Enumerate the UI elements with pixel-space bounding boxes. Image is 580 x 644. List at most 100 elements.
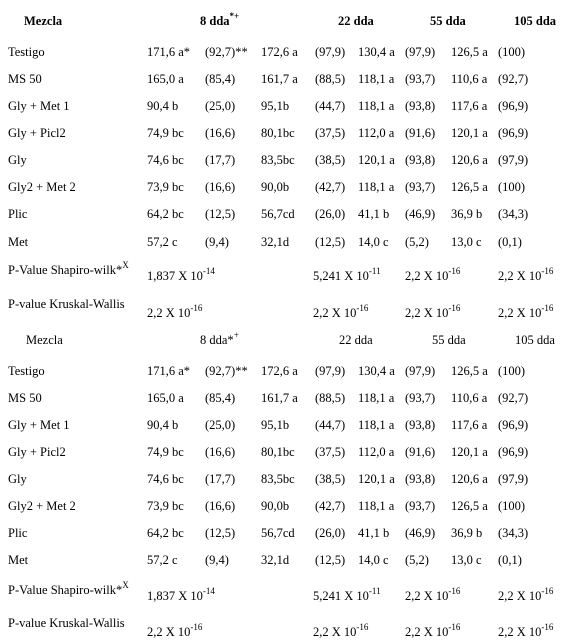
kruskal-label: P-value Kruskal-Wallis — [8, 616, 125, 630]
shapiro-label-text: P-Value Shapiro-wilk* — [8, 583, 123, 597]
table-cell-v8: 165,0 a — [147, 391, 184, 405]
table-cell-p55: (91,6) — [405, 445, 436, 459]
table-cell-p55: (97,9) — [405, 364, 436, 378]
table-cell-p22: (12,5) — [315, 235, 346, 249]
table-cell-v8: 171,6 a* — [147, 364, 191, 378]
table-cell-v8: 90,4 b — [147, 99, 179, 113]
shapiro-exponent: -16 — [541, 265, 554, 276]
kruskal-mantissa: 2,2 X 10 — [405, 625, 449, 639]
table-cell-v105: 126,5 a — [451, 45, 488, 59]
table-cell-v8: 57,2 c — [147, 553, 178, 567]
kruskal-exponent: -16 — [541, 621, 554, 632]
table-cell-v22: 172,6 a — [261, 45, 298, 59]
table-cell-p55: (91,6) — [405, 126, 436, 140]
table-cell-v105: 110,6 a — [451, 391, 488, 405]
table-cell-v105: 117,6 a — [451, 99, 488, 113]
kruskal-value-22: 2,2 X 10-16 — [313, 302, 369, 320]
table-cell-p105: (96,9) — [498, 99, 529, 113]
table-cell-v105: 13,0 c — [451, 553, 482, 567]
header-8-dda-text: 8 dda* — [200, 333, 234, 347]
table-cell-name: Gly + Picl2 — [8, 445, 66, 459]
table-cell-v105: 120,1 a — [451, 126, 488, 140]
table-cell-v8: 74,9 bc — [147, 126, 184, 140]
table-cell-name: Met — [8, 553, 29, 567]
table-cell-v55: 41,1 b — [358, 207, 390, 221]
table-cell-v55: 120,1 a — [358, 472, 395, 486]
shapiro-label: P-Value Shapiro-wilk*X — [8, 580, 129, 597]
table-cell-p8: (25,0) — [205, 418, 236, 432]
table-cell-v55: 118,1 a — [358, 72, 395, 86]
table-cell-v55: 112,0 a — [358, 445, 395, 459]
header-105-dda: 105 dda — [514, 14, 557, 28]
shapiro-value-105: 2,2 X 10-16 — [498, 265, 554, 283]
table-cell-v55: 120,1 a — [358, 153, 395, 167]
table-cell-v105: 120,1 a — [451, 445, 488, 459]
kruskal-value-55: 2,2 X 10-16 — [405, 303, 460, 320]
table-cell-p22: (97,9) — [315, 45, 346, 59]
table-cell-v105: 126,5 a — [451, 499, 488, 513]
table-cell-p8: (17,7) — [205, 472, 236, 486]
table-cell-v55: 14,0 c — [358, 235, 389, 249]
table-cell-p105: (96,9) — [498, 126, 529, 140]
table-cell-p105: (96,9) — [498, 445, 529, 459]
shapiro-exponent: -16 — [541, 585, 554, 596]
table-cell-p55: (93,7) — [405, 391, 436, 405]
table-cell-p22: (88,5) — [315, 391, 346, 405]
table-cell-p105: (92,7) — [498, 72, 529, 86]
kruskal-value-22: 2,2 X 10-16 — [313, 622, 368, 639]
shapiro-exponent: -16 — [448, 585, 461, 596]
table-cell-name: Gly + Picl2 — [8, 126, 66, 140]
shapiro-label-sup: X — [122, 259, 129, 270]
table-cell-name: Plic — [8, 207, 28, 221]
table-cell-p55: (93,8) — [405, 153, 436, 167]
table-cell-v105: 120,6 a — [451, 472, 488, 486]
table-cell-p22: (38,5) — [315, 153, 346, 167]
table-cell-p55: (93,8) — [405, 99, 436, 113]
table-cell-p22: (37,5) — [315, 445, 346, 459]
table-cell-v22: 90,0b — [261, 499, 290, 513]
table-cell-p55: (5,2) — [405, 235, 429, 249]
table-cell-v55: 112,0 a — [358, 126, 395, 140]
table-cell-p105: (100) — [498, 364, 526, 378]
table-cell-v8: 74,6 bc — [147, 153, 184, 167]
table-cell-v22: 56,7cd — [261, 207, 295, 221]
shapiro-value-55: 2,2 X 10-16 — [405, 266, 460, 283]
table-cell-v55: 118,1 a — [358, 391, 395, 405]
table-cell-p8: (92,7)** — [205, 364, 248, 378]
table-cell-v55: 130,4 a — [358, 364, 395, 378]
table-cell-v22: 161,7 a — [261, 72, 298, 86]
table-cell-p55: (93,8) — [405, 472, 436, 486]
kruskal-value-55: 2,2 X 10-16 — [405, 622, 460, 639]
table-cell-p55: (93,7) — [405, 499, 436, 513]
table-cell-p55: (93,7) — [405, 72, 436, 86]
table-cell-p8: (12,5) — [205, 526, 236, 540]
shapiro-label-text: P-Value Shapiro-wilk* — [8, 263, 123, 277]
kruskal-value-8: 2,2 X 10-16 — [147, 622, 202, 639]
table-cell-v22: 172,6 a — [261, 364, 298, 378]
table-cell-v55: 118,1 a — [358, 418, 395, 432]
header-8-dda-sup: *+ — [229, 10, 240, 21]
shapiro-exponent: -14 — [202, 585, 215, 596]
table-cell-name: Plic — [8, 526, 28, 540]
table-cell-name: MS 50 — [8, 391, 42, 405]
shapiro-value-55: 2,2 X 10-16 — [405, 585, 461, 603]
table-cell-v22: 90,0b — [261, 180, 290, 194]
kruskal-mantissa: 2,2 X 10 — [147, 306, 191, 320]
table-cell-v8: 74,6 bc — [147, 472, 184, 486]
kruskal-mantissa: 2,2 X 10 — [498, 625, 542, 639]
table-cell-v22: 161,7 a — [261, 391, 298, 405]
shapiro-mantissa: 2,2 X 10 — [405, 269, 449, 283]
table-cell-v8: 171,6 a* — [147, 45, 191, 59]
kruskal-mantissa: 2,2 X 10 — [313, 306, 357, 320]
kruskal-mantissa: 2,2 X 10 — [147, 625, 191, 639]
kruskal-exponent: -16 — [356, 302, 369, 313]
kruskal-exponent: -16 — [190, 302, 203, 313]
table-cell-v22: 32,1d — [261, 553, 290, 567]
table-cell-p8: (16,6) — [205, 180, 236, 194]
table-cell-v105: 126,5 a — [451, 180, 488, 194]
table-cell-v22: 95,1b — [261, 99, 290, 113]
table-cell-p8: (85,4) — [205, 391, 236, 405]
shapiro-value-22: 5,241 X 10-11 — [313, 266, 381, 283]
table-cell-p55: (93,7) — [405, 180, 436, 194]
header-8-dda-text: 8 dda — [200, 14, 230, 28]
